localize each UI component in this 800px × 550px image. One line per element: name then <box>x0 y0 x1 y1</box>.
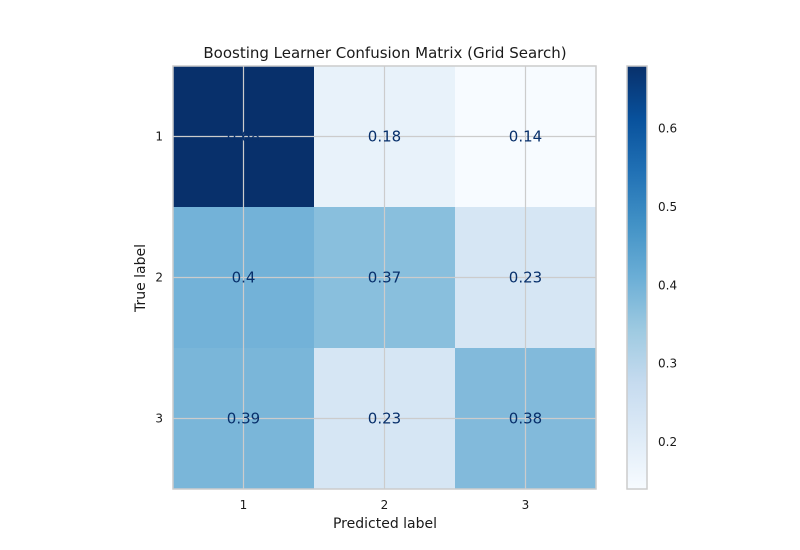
plot-border <box>172 65 597 490</box>
colorbar: 0.2 0.3 0.4 0.5 0.6 <box>626 65 677 490</box>
heatmap-area: 0.68 0.18 0.14 0.4 0.37 0.23 0.39 0.23 0.38 1 2 3 1 2… <box>155 65 597 512</box>
x-tick-label: 3 <box>522 498 530 512</box>
cell-value-label: 0.23 <box>368 410 401 428</box>
cell-value-label: 0.4 <box>232 269 256 287</box>
x-tick-label: 1 <box>240 498 248 512</box>
cell-value-label: 0.39 <box>227 410 260 428</box>
cell-value-label: 0.38 <box>509 410 542 428</box>
cell-value-label: 0.18 <box>368 128 401 146</box>
colorbar-tick-label: 0.4 <box>658 278 677 292</box>
y-axis-label: True label <box>133 244 149 313</box>
cell-value-label: 0.68 <box>227 128 260 146</box>
y-tick-label: 2 <box>155 271 163 285</box>
y-tick-label: 1 <box>155 130 163 144</box>
colorbar-tick-label: 0.3 <box>658 357 677 371</box>
colorbar-gradient <box>627 66 647 489</box>
chart-title: Boosting Learner Confusion Matrix (Grid … <box>203 44 566 62</box>
y-tick-label: 3 <box>155 412 163 426</box>
colorbar-border <box>626 65 648 490</box>
cell-value-label: 0.14 <box>509 128 542 146</box>
colorbar-tick-label: 0.5 <box>658 200 677 214</box>
colorbar-tick-label: 0.2 <box>658 435 677 449</box>
cell-value-label: 0.23 <box>509 269 542 287</box>
x-axis-label: Predicted label <box>333 516 437 532</box>
colorbar-tick-label: 0.6 <box>658 122 677 136</box>
cell-value-label: 0.37 <box>368 269 401 287</box>
x-tick-label: 2 <box>381 498 389 512</box>
